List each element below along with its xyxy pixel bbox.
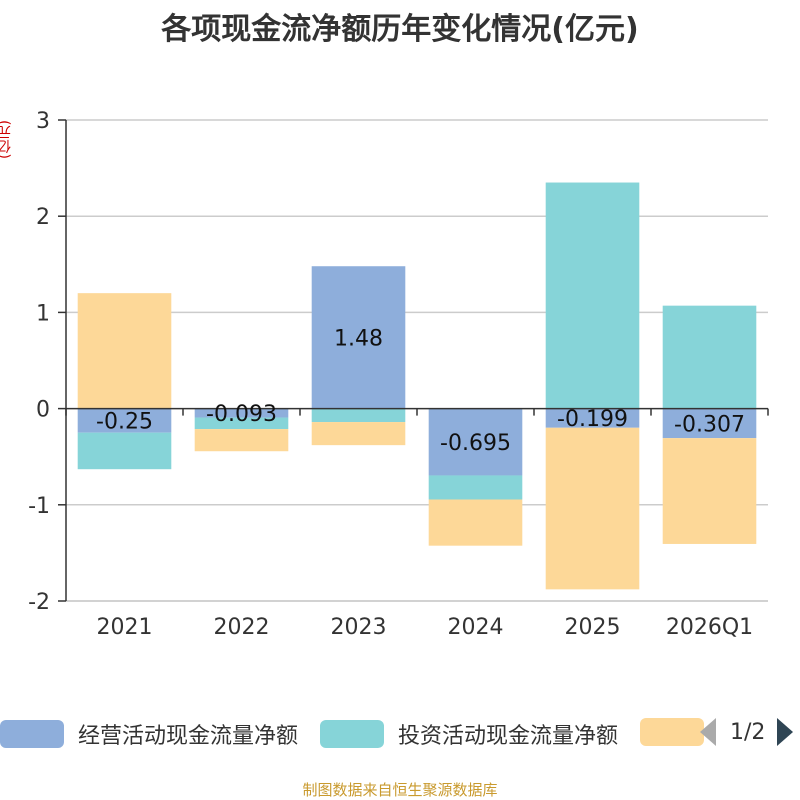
legend-swatch-investing [320,720,384,748]
legend-next-arrow-icon[interactable] [777,718,794,746]
legend-pager: 1/2 [700,718,794,746]
y-tick-label: 1 [36,301,50,326]
legend-label-investing: 投资活动现金流量净额 [398,724,619,749]
grid-lines [66,119,768,602]
data-label-2024: -0.695 [440,431,511,456]
data-label-2025: -0.199 [557,407,628,432]
y-tick-label: -1 [28,494,50,519]
legend-page-indicator: 1/2 [730,719,766,745]
x-tick-label: 2026Q1 [666,615,753,640]
bar-2023-series-0[interactable] [311,266,406,409]
bar-2023-series-2[interactable] [311,422,406,446]
x-tick-label: 2023 [331,615,387,640]
legend-swatch-financing [640,718,704,746]
x-tick-label: 2024 [448,615,504,640]
legend-label-operating: 经营活动现金流量净额 [78,724,299,749]
data-label-2023: 1.48 [334,326,383,351]
x-tick-label: 2025 [565,615,621,640]
bar-2021-series-1[interactable] [77,432,172,470]
bar-2023-series-1[interactable] [311,408,406,423]
bar-2022-series-1[interactable] [194,417,289,430]
x-tick-label: 2022 [214,615,270,640]
bar-2022-series-0[interactable] [194,408,289,418]
x-tick-label: 2021 [97,615,153,640]
bar-2024-series-2[interactable] [428,499,523,546]
bar-2024-series-1[interactable] [428,475,523,500]
y-tick-label: 2 [36,205,50,230]
bar-2024-series-0[interactable] [428,408,523,476]
bar-2026Q1-series-1[interactable] [662,305,757,409]
bar-2026Q1-series-0[interactable] [662,408,757,439]
y-tick-label: 0 [36,398,50,423]
bar-2021-series-2[interactable] [77,293,172,409]
chart-title: 各项现金流净额历年变化情况(亿元) [161,12,639,47]
bar-2022-series-2[interactable] [194,429,289,452]
data-label-2021: -0.25 [96,410,153,435]
legend-item-financing[interactable] [640,718,718,746]
bar-2021-series-0[interactable] [77,408,172,433]
legend-prev-arrow-icon[interactable] [700,718,716,746]
y-tick-label: -2 [28,590,50,615]
bar-labels: -0.25 -0.093 1.48 -0.695 -0.199 -0.307 [96,326,745,456]
bar-2025-series-1[interactable] [545,182,640,409]
data-label-2026Q1: -0.307 [674,412,745,437]
bar-2025-series-2[interactable] [545,427,640,590]
legend-item-investing[interactable]: 投资活动现金流量净额 [320,718,618,750]
bar-2026Q1-series-2[interactable] [662,438,757,544]
data-label-2022: -0.093 [206,402,277,427]
bars [77,182,757,590]
legend-item-operating[interactable]: 经营活动现金流量净额 [0,718,298,750]
legend-swatch-operating [0,720,64,748]
legend: 经营活动现金流量净额 投资活动现金流量净额 1/2 [0,712,800,756]
axes: -2 -1 0 1 2 3 2021 2022 2023 2024 2025 2026Q1 [28,109,769,640]
bar-2025-series-0[interactable] [545,408,640,428]
source-note: 制图数据来自恒生聚源数据库 [302,781,498,799]
y-tick-label: 3 [36,109,50,134]
chart-area: -2 -1 0 1 2 3 2021 2022 2023 2024 2025 2026Q1 -0.25… [28,109,769,640]
